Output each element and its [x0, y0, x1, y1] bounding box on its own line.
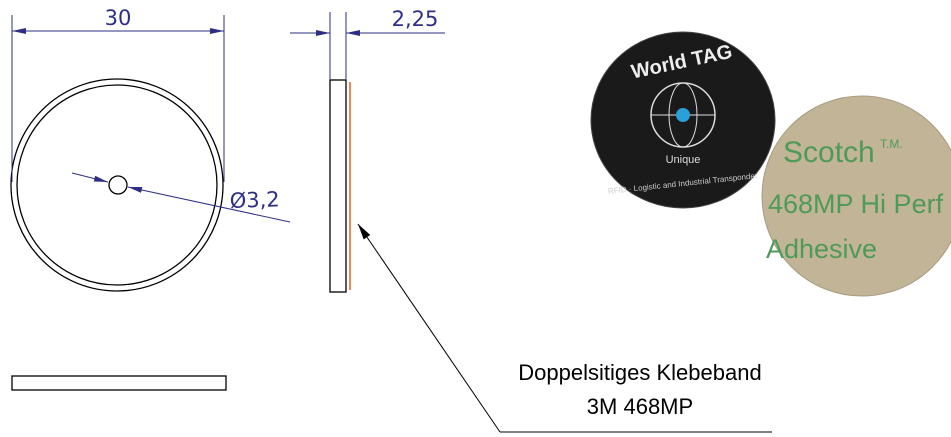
- dim-label: 2,25: [392, 7, 439, 31]
- photo-text: Scotch: [783, 136, 875, 169]
- callout-text: Doppelsitiges Klebeband: [518, 360, 761, 385]
- dim-hole: Ø3,2: [71, 172, 291, 223]
- photo-text: T.M.: [880, 137, 903, 151]
- bottom-view: [11, 375, 227, 391]
- photo-text: Unique: [666, 154, 701, 166]
- photo-text: Adhesive: [766, 234, 877, 264]
- dim-30: 30: [11, 6, 225, 182]
- dim-label: 30: [105, 6, 132, 30]
- product-photo: Scotch T.M. 468MP Hi Perf Adhesive World…: [590, 31, 951, 297]
- side-view: [329, 79, 351, 293]
- photo-text: 468MP Hi Perf: [768, 189, 944, 219]
- callout: Doppelsitiges Klebeband 3M 468MP: [357, 223, 772, 433]
- front-view: [10, 78, 224, 292]
- dim-thickness: 2,25: [290, 7, 445, 80]
- dim-label: Ø3,2: [229, 187, 280, 213]
- callout-text: 3M 468MP: [587, 394, 693, 419]
